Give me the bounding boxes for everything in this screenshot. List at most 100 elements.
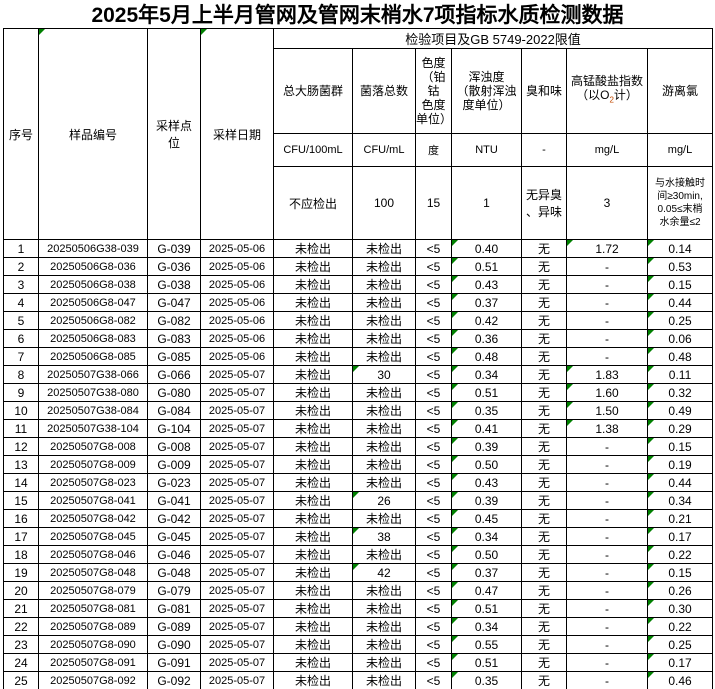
cell-chroma[interactable]: <5 xyxy=(415,401,452,420)
group-header-test-items[interactable]: 检验项目及GB 5749-2022限值 xyxy=(272,28,714,49)
cell-date[interactable]: 2025-05-06 xyxy=(200,329,274,348)
cell-id[interactable]: 20250507G8-041 xyxy=(38,491,148,510)
cell-point[interactable]: G-084 xyxy=(147,401,201,420)
cell-no[interactable]: 15 xyxy=(3,491,39,510)
cell-coliform[interactable]: 未检出 xyxy=(273,311,353,330)
cell-no[interactable]: 23 xyxy=(3,635,39,654)
cell-date[interactable]: 2025-05-06 xyxy=(200,239,274,258)
cell-chroma[interactable]: <5 xyxy=(415,473,452,492)
cell-turbidity[interactable]: 0.50 xyxy=(451,545,522,564)
cell-colony[interactable]: 未检出 xyxy=(352,401,416,420)
col-header-free-chlorine[interactable]: 游离氯 xyxy=(646,48,714,134)
cell-date[interactable]: 2025-05-07 xyxy=(200,509,274,528)
cell-date[interactable]: 2025-05-06 xyxy=(200,275,274,294)
cell-permanganate[interactable]: - xyxy=(566,563,648,582)
cell-id[interactable]: 20250507G8-079 xyxy=(38,581,148,600)
cell-permanganate[interactable]: - xyxy=(566,599,648,618)
cell-permanganate[interactable]: 1.72 xyxy=(566,239,648,258)
cell-id[interactable]: 20250507G8-089 xyxy=(38,617,148,636)
cell-no[interactable]: 21 xyxy=(3,599,39,618)
cell-point[interactable]: G-104 xyxy=(147,419,201,438)
cell-coliform[interactable]: 未检出 xyxy=(273,383,353,402)
cell-no[interactable]: 9 xyxy=(3,383,39,402)
cell-date[interactable]: 2025-05-07 xyxy=(200,653,274,672)
cell-colony[interactable]: 未检出 xyxy=(352,581,416,600)
cell-date[interactable]: 2025-05-07 xyxy=(200,563,274,582)
cell-chlorine[interactable]: 0.22 xyxy=(646,617,714,636)
cell-no[interactable]: 18 xyxy=(3,545,39,564)
cell-permanganate[interactable]: - xyxy=(566,257,648,276)
limit-chlorine[interactable]: 与水接触时 间≥30min, 0.05≤末梢 水余量≤2 xyxy=(646,166,714,240)
cell-point[interactable]: G-045 xyxy=(147,527,201,546)
cell-point[interactable]: G-023 xyxy=(147,473,201,492)
cell-turbidity[interactable]: 0.40 xyxy=(451,239,522,258)
cell-turbidity[interactable]: 0.51 xyxy=(451,653,522,672)
cell-id[interactable]: 20250506G8-047 xyxy=(38,293,148,312)
limit-odor[interactable]: 无异臭 、异味 xyxy=(521,166,567,240)
cell-coliform[interactable]: 未检出 xyxy=(273,491,353,510)
cell-date[interactable]: 2025-05-07 xyxy=(200,365,274,384)
cell-odor[interactable]: 无 xyxy=(521,293,567,312)
col-header-odor[interactable]: 臭和味 xyxy=(521,48,567,134)
cell-odor[interactable]: 无 xyxy=(521,671,567,689)
cell-permanganate[interactable]: - xyxy=(566,509,648,528)
cell-permanganate[interactable]: - xyxy=(566,275,648,294)
unit-colony[interactable]: CFU/mL xyxy=(352,133,416,167)
cell-point[interactable]: G-090 xyxy=(147,635,201,654)
cell-turbidity[interactable]: 0.45 xyxy=(451,509,522,528)
cell-odor[interactable]: 无 xyxy=(521,509,567,528)
cell-turbidity[interactable]: 0.51 xyxy=(451,383,522,402)
cell-colony[interactable]: 未检出 xyxy=(352,671,416,689)
cell-id[interactable]: 20250507G8-023 xyxy=(38,473,148,492)
cell-turbidity[interactable]: 0.34 xyxy=(451,617,522,636)
cell-permanganate[interactable]: - xyxy=(566,581,648,600)
col-header-permanganate-index[interactable]: 高锰酸盐指数 （以O2计） xyxy=(566,48,648,134)
cell-id[interactable]: 20250506G8-085 xyxy=(38,347,148,366)
cell-coliform[interactable]: 未检出 xyxy=(273,545,353,564)
cell-chlorine[interactable]: 0.48 xyxy=(646,347,714,366)
cell-chroma[interactable]: <5 xyxy=(415,437,452,456)
cell-turbidity[interactable]: 0.43 xyxy=(451,473,522,492)
cell-chlorine[interactable]: 0.25 xyxy=(646,311,714,330)
cell-colony[interactable]: 未检出 xyxy=(352,653,416,672)
cell-date[interactable]: 2025-05-07 xyxy=(200,473,274,492)
cell-no[interactable]: 14 xyxy=(3,473,39,492)
cell-colony[interactable]: 未检出 xyxy=(352,617,416,636)
cell-point[interactable]: G-066 xyxy=(147,365,201,384)
cell-turbidity[interactable]: 0.35 xyxy=(451,401,522,420)
cell-id[interactable]: 20250507G8-090 xyxy=(38,635,148,654)
cell-date[interactable]: 2025-05-07 xyxy=(200,671,274,689)
cell-chlorine[interactable]: 0.53 xyxy=(646,257,714,276)
limit-colony[interactable]: 100 xyxy=(352,166,416,240)
cell-no[interactable]: 5 xyxy=(3,311,39,330)
cell-colony[interactable]: 未检出 xyxy=(352,293,416,312)
cell-colony[interactable]: 未检出 xyxy=(352,347,416,366)
cell-permanganate[interactable]: - xyxy=(566,491,648,510)
cell-id[interactable]: 20250507G8-009 xyxy=(38,455,148,474)
cell-chlorine[interactable]: 0.25 xyxy=(646,635,714,654)
cell-turbidity[interactable]: 0.35 xyxy=(451,671,522,689)
cell-point[interactable]: G-008 xyxy=(147,437,201,456)
cell-coliform[interactable]: 未检出 xyxy=(273,617,353,636)
cell-chroma[interactable]: <5 xyxy=(415,347,452,366)
cell-chroma[interactable]: <5 xyxy=(415,275,452,294)
cell-chlorine[interactable]: 0.44 xyxy=(646,473,714,492)
cell-id[interactable]: 20250507G8-081 xyxy=(38,599,148,618)
cell-permanganate[interactable]: 1.50 xyxy=(566,401,648,420)
cell-chroma[interactable]: <5 xyxy=(415,329,452,348)
cell-no[interactable]: 6 xyxy=(3,329,39,348)
cell-no[interactable]: 10 xyxy=(3,401,39,420)
cell-chlorine[interactable]: 0.34 xyxy=(646,491,714,510)
unit-coliform[interactable]: CFU/100mL xyxy=(273,133,353,167)
cell-id[interactable]: 20250506G8-038 xyxy=(38,275,148,294)
cell-id[interactable]: 20250507G8-008 xyxy=(38,437,148,456)
cell-id[interactable]: 20250507G38-104 xyxy=(38,419,148,438)
cell-date[interactable]: 2025-05-06 xyxy=(200,293,274,312)
cell-permanganate[interactable]: - xyxy=(566,527,648,546)
cell-coliform[interactable]: 未检出 xyxy=(273,275,353,294)
cell-turbidity[interactable]: 0.50 xyxy=(451,455,522,474)
cell-id[interactable]: 20250507G8-048 xyxy=(38,563,148,582)
cell-no[interactable]: 19 xyxy=(3,563,39,582)
cell-odor[interactable]: 无 xyxy=(521,527,567,546)
cell-chlorine[interactable]: 0.11 xyxy=(646,365,714,384)
